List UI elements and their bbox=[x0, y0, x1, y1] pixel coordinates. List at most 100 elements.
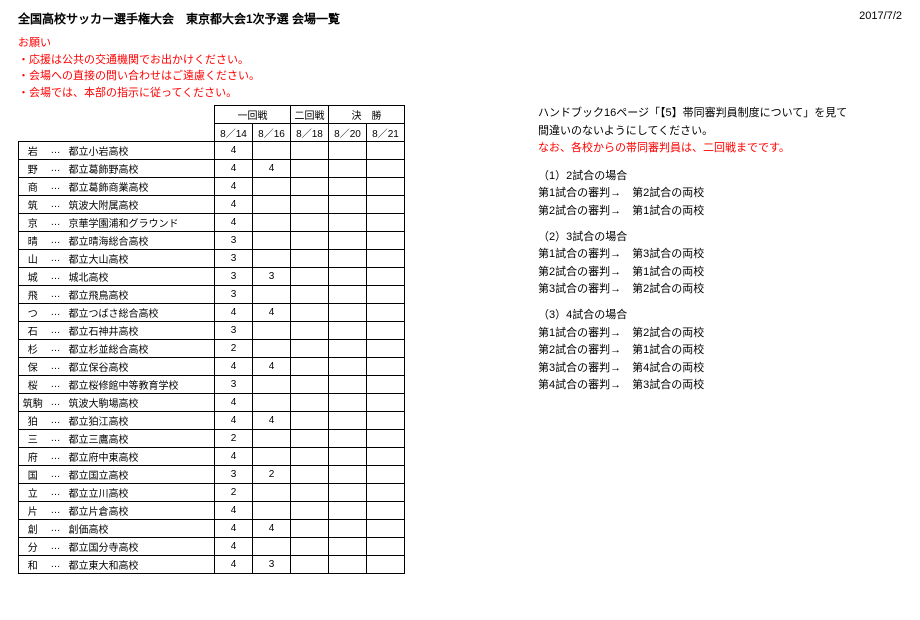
round-header: 二回戦 bbox=[291, 106, 329, 124]
match-count bbox=[367, 340, 405, 358]
match-count bbox=[367, 178, 405, 196]
match-count bbox=[367, 358, 405, 376]
match-count bbox=[329, 466, 367, 484]
page-date: 2017/7/2 bbox=[859, 10, 902, 27]
match-count: 4 bbox=[215, 178, 253, 196]
match-count: 3 bbox=[215, 376, 253, 394]
match-count bbox=[253, 250, 291, 268]
match-count bbox=[329, 556, 367, 574]
venue-code: 和 bbox=[19, 556, 47, 574]
match-count bbox=[329, 322, 367, 340]
match-count bbox=[367, 520, 405, 538]
venue-code: 山 bbox=[19, 250, 47, 268]
match-count bbox=[291, 430, 329, 448]
match-count bbox=[291, 412, 329, 430]
venue-dots: … bbox=[47, 340, 65, 358]
match-count: 4 bbox=[215, 448, 253, 466]
match-count bbox=[329, 448, 367, 466]
venue-code: 府 bbox=[19, 448, 47, 466]
match-count bbox=[329, 196, 367, 214]
table-row: 飛…都立飛鳥高校3 bbox=[19, 286, 405, 304]
match-count bbox=[253, 538, 291, 556]
match-count bbox=[367, 484, 405, 502]
venue-dots: … bbox=[47, 214, 65, 232]
venue-name: 都立つばさ総合高校 bbox=[65, 304, 215, 322]
match-count: 2 bbox=[215, 340, 253, 358]
match-count: 3 bbox=[253, 268, 291, 286]
match-count bbox=[291, 376, 329, 394]
match-count: 3 bbox=[215, 466, 253, 484]
right-panel: ハンドブック16ページ「【5】帯同審判員制度について」を見て 間違いのないように… bbox=[498, 105, 902, 574]
venue-name: 筑波大駒場高校 bbox=[65, 394, 215, 412]
match-count bbox=[367, 286, 405, 304]
venue-name: 城北高校 bbox=[65, 268, 215, 286]
venue-code: 保 bbox=[19, 358, 47, 376]
match-count bbox=[291, 322, 329, 340]
match-count bbox=[253, 214, 291, 232]
venue-name: 都立片倉高校 bbox=[65, 502, 215, 520]
match-count bbox=[329, 520, 367, 538]
match-count: 3 bbox=[215, 232, 253, 250]
match-count bbox=[291, 358, 329, 376]
match-count bbox=[329, 412, 367, 430]
match-count bbox=[291, 196, 329, 214]
venue-dots: … bbox=[47, 520, 65, 538]
venue-dots: … bbox=[47, 556, 65, 574]
case-line: 第3試合の審判→ 第2試合の両校 bbox=[538, 281, 902, 299]
venue-name: 都立大山高校 bbox=[65, 250, 215, 268]
table-row: 桜…都立桜修館中等教育学校3 bbox=[19, 376, 405, 394]
table-row: 城…城北高校33 bbox=[19, 268, 405, 286]
venue-code: 京 bbox=[19, 214, 47, 232]
venue-code: 三 bbox=[19, 430, 47, 448]
match-count bbox=[329, 214, 367, 232]
venue-table: 一回戦 二回戦 決 勝 8／14 8／16 8／18 8／20 8／21 岩…都… bbox=[18, 105, 405, 574]
table-row: 岩…都立小岩高校4 bbox=[19, 142, 405, 160]
match-count bbox=[291, 214, 329, 232]
venue-name: 京華学園浦和グラウンド bbox=[65, 214, 215, 232]
match-count: 4 bbox=[215, 556, 253, 574]
match-count bbox=[329, 538, 367, 556]
notice-line: ・応援は公共の交通機関でお出かけください。 bbox=[18, 52, 902, 69]
match-count bbox=[253, 502, 291, 520]
case-line: 第1試合の審判→ 第2試合の両校 bbox=[538, 185, 902, 203]
match-count bbox=[329, 160, 367, 178]
match-count bbox=[367, 556, 405, 574]
match-count: 3 bbox=[215, 250, 253, 268]
venue-name: 都立葛飾野高校 bbox=[65, 160, 215, 178]
match-count bbox=[291, 448, 329, 466]
match-count: 4 bbox=[253, 160, 291, 178]
table-row: 片…都立片倉高校4 bbox=[19, 502, 405, 520]
match-count: 4 bbox=[215, 502, 253, 520]
match-count bbox=[253, 322, 291, 340]
match-count: 4 bbox=[253, 520, 291, 538]
match-count bbox=[291, 178, 329, 196]
match-count: 4 bbox=[215, 142, 253, 160]
venue-name: 都立飛鳥高校 bbox=[65, 286, 215, 304]
match-count bbox=[367, 466, 405, 484]
match-count bbox=[329, 484, 367, 502]
match-count: 4 bbox=[253, 412, 291, 430]
venue-code: つ bbox=[19, 304, 47, 322]
table-row: 分…都立国分寺高校4 bbox=[19, 538, 405, 556]
match-count bbox=[291, 484, 329, 502]
match-count: 2 bbox=[215, 430, 253, 448]
notice-line: ・会場では、本部の指示に従ってください。 bbox=[18, 85, 902, 102]
match-count bbox=[329, 304, 367, 322]
venue-code: 片 bbox=[19, 502, 47, 520]
match-count bbox=[291, 502, 329, 520]
match-count bbox=[329, 376, 367, 394]
venue-code: 城 bbox=[19, 268, 47, 286]
venue-code: 杉 bbox=[19, 340, 47, 358]
venue-name: 都立三鷹高校 bbox=[65, 430, 215, 448]
date-header: 8／21 bbox=[367, 124, 405, 142]
case-line: 第2試合の審判→ 第1試合の両校 bbox=[538, 264, 902, 282]
match-count bbox=[253, 448, 291, 466]
match-count bbox=[291, 250, 329, 268]
referee-case: （3）4試合の場合第1試合の審判→ 第2試合の両校第2試合の審判→ 第1試合の両… bbox=[538, 307, 902, 395]
table-row: 府…都立府中東高校4 bbox=[19, 448, 405, 466]
venue-code: 飛 bbox=[19, 286, 47, 304]
match-count bbox=[291, 394, 329, 412]
venue-name: 都立杉並総合高校 bbox=[65, 340, 215, 358]
match-count bbox=[367, 322, 405, 340]
match-count bbox=[253, 340, 291, 358]
